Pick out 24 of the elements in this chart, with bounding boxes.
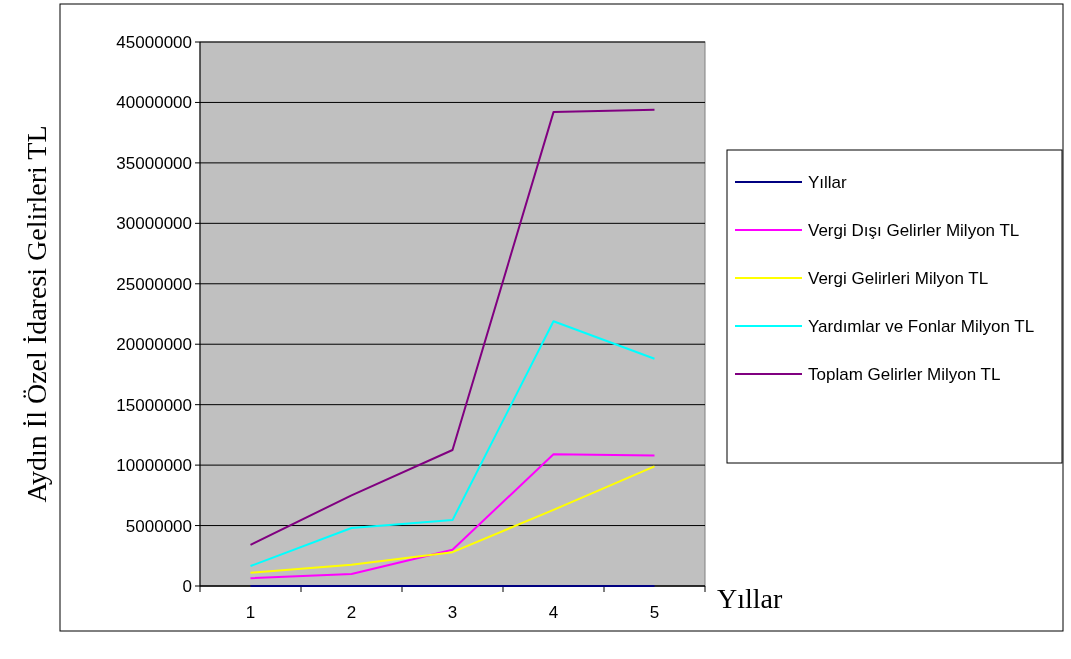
y-tick-label: 40000000 [116, 93, 192, 113]
x-tick-label: 4 [548, 603, 559, 622]
x-tick-label: 5 [649, 603, 660, 622]
x-axis-title: Yıllar [717, 583, 783, 614]
x-tick-label: 1 [245, 603, 256, 622]
y-tick-label: 5000000 [125, 516, 192, 536]
y-tick-label: 15000000 [116, 395, 192, 415]
legend-label: Yıllar [808, 172, 848, 192]
legend-label: Vergi Dışı Gelirler Milyon TL [808, 220, 1020, 240]
y-axis-title: Aydın İl Özel İdaresi Gelirleri TL [21, 125, 52, 503]
legend-label: Toplam Gelirler Milyon TL [808, 364, 1001, 384]
y-tick-label: 45000000 [116, 32, 192, 52]
legend-label: Yardımlar ve Fonlar Milyon TL [808, 316, 1035, 336]
legend-label: Vergi Gelirleri Milyon TL [808, 268, 989, 288]
x-tick-label: 2 [346, 603, 357, 622]
y-tick-label: 10000000 [116, 456, 192, 476]
line-series [249, 320, 656, 568]
line-series [249, 108, 656, 546]
y-tick-label: 25000000 [116, 274, 192, 294]
y-tick-label: 35000000 [116, 153, 192, 173]
x-tick-label: 3 [447, 603, 458, 622]
y-tick-label: 0 [182, 576, 192, 596]
y-tick-label: 20000000 [116, 335, 192, 355]
y-tick-label: 30000000 [116, 214, 192, 234]
